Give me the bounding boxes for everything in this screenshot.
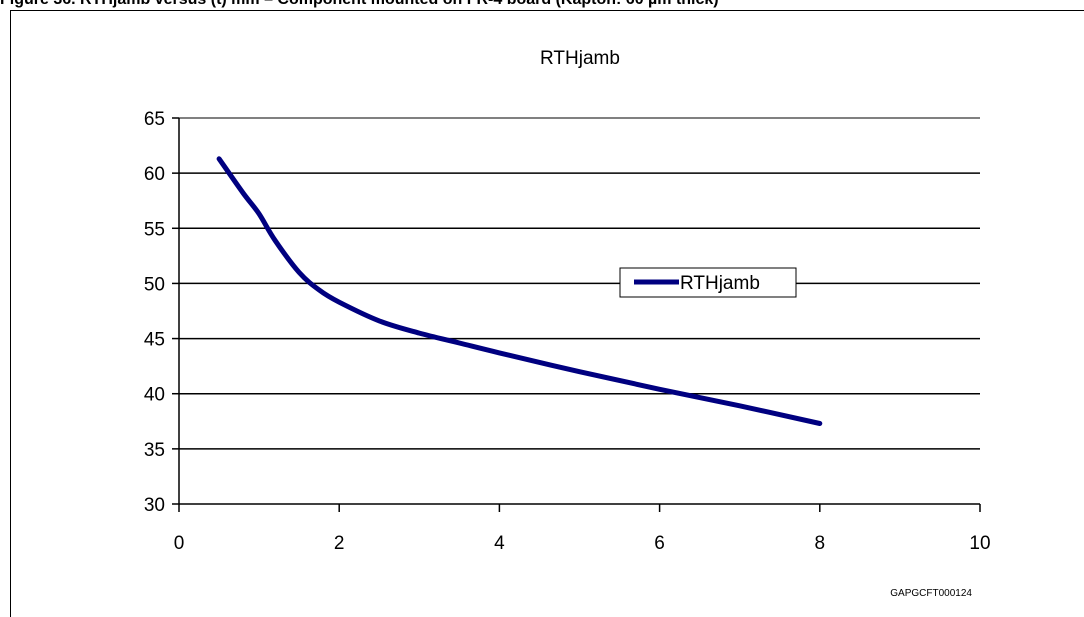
x-tick-label: 6 — [654, 533, 665, 554]
x-tick-label: 0 — [174, 533, 185, 554]
x-tick-label: 10 — [969, 533, 990, 554]
y-tick-label: 55 — [144, 219, 165, 240]
figure-caption-strip: Figure 36. RTHjamb versus (t) mm – Compo… — [0, 0, 1084, 16]
y-tick-label: 30 — [144, 495, 165, 516]
gridlines — [179, 117, 980, 450]
tick-labels: 30 35 40 45 50 55 60 65 0 2 4 6 8 10 — [144, 109, 991, 554]
legend: RTHjamb — [619, 267, 797, 298]
axes — [178, 118, 980, 505]
chart-title: RTHjamb — [540, 48, 620, 69]
x-tick-label: 2 — [334, 533, 345, 554]
series-line-1 — [216, 156, 823, 426]
y-tick-label: 60 — [144, 164, 165, 185]
chart-frame — [10, 10, 1084, 617]
legend-label: RTHjamb — [680, 273, 760, 294]
series — [216, 156, 823, 426]
y-tick-label: 35 — [144, 440, 165, 461]
y-tick-label: 65 — [144, 109, 165, 130]
x-tick-label: 8 — [815, 533, 826, 554]
figure-caption: Figure 36. RTHjamb versus (t) mm – Compo… — [0, 0, 719, 9]
x-tick-label: 4 — [494, 533, 505, 554]
document-code: GAPGCFT000124 — [890, 588, 972, 599]
y-tick-label: 45 — [144, 330, 165, 351]
y-tick-label: 50 — [144, 274, 165, 295]
y-tick-label: 40 — [144, 385, 165, 406]
